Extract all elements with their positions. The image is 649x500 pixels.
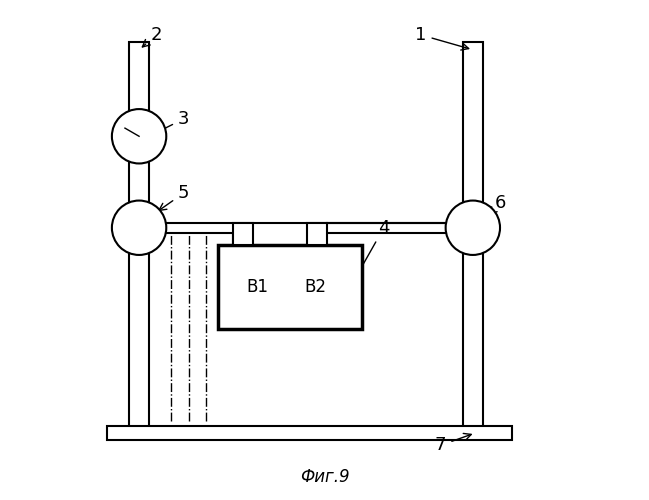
Circle shape: [112, 109, 166, 164]
Text: 6: 6: [489, 194, 506, 215]
Bar: [233, 223, 253, 245]
Circle shape: [112, 200, 166, 255]
Circle shape: [446, 200, 500, 255]
Text: Фиг.9: Фиг.9: [300, 468, 349, 486]
Text: 5: 5: [159, 184, 190, 210]
Bar: [463, 42, 483, 428]
Text: 1: 1: [415, 26, 469, 50]
Bar: [129, 42, 149, 428]
Bar: [107, 426, 513, 440]
Text: B1: B1: [246, 278, 268, 296]
Text: 4: 4: [354, 219, 389, 281]
Text: 2: 2: [142, 26, 162, 47]
Bar: [218, 245, 361, 329]
Text: 7: 7: [435, 434, 471, 454]
Text: 3: 3: [158, 110, 190, 132]
Text: B2: B2: [304, 278, 326, 296]
Bar: [307, 223, 327, 245]
